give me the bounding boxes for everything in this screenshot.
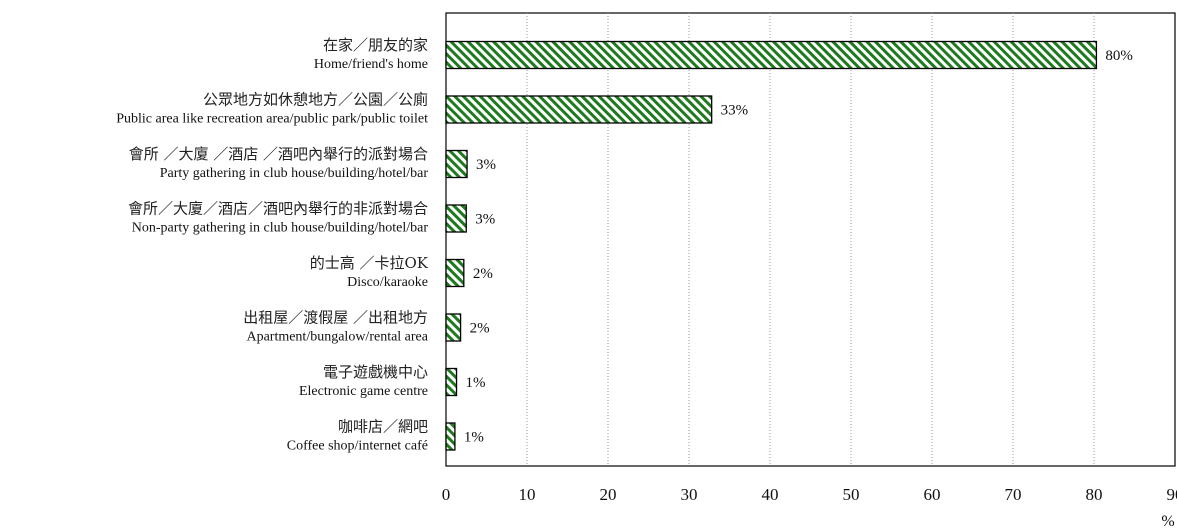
x-tick-label: 20 <box>600 485 617 504</box>
category-label-en: Party gathering in club house/building/h… <box>160 166 429 181</box>
category-label-en: Disco/karaoke <box>347 275 428 290</box>
bars <box>445 40 1098 451</box>
data-label: 3% <box>476 157 496 173</box>
bar <box>445 95 713 124</box>
category-label-en: Home/friend's home <box>314 57 428 72</box>
data-label: 2% <box>470 321 490 337</box>
data-label: 2% <box>473 266 493 282</box>
data-label: 80% <box>1105 48 1133 64</box>
plot-frame <box>445 12 1176 467</box>
category-label-en: Electronic game centre <box>299 384 428 399</box>
x-axis-ticks: 0 10 20 30 40 50 60 70 80 90 <box>442 485 1177 504</box>
x-tick-label: 0 <box>442 485 451 504</box>
data-label: 33% <box>721 103 749 119</box>
category-label-en: Non-party gathering in club house/buildi… <box>132 221 429 236</box>
gridlines <box>526 13 1095 466</box>
category-label-zh: 出租屋／渡假屋 ／出租地方 <box>243 309 428 327</box>
category-label-zh: 電子遊戲機中心 <box>323 363 428 381</box>
bar <box>445 258 465 288</box>
bar <box>445 40 1098 70</box>
category-label-en: Coffee shop/internet café <box>287 439 428 454</box>
x-tick-label: 40 <box>762 485 779 504</box>
category-label-zh: 會所 ／大廈 ／酒店 ／酒吧內舉行的派對場合 <box>129 145 428 163</box>
category-label-zh: 公眾地方如休憩地方／公園／公廁 <box>203 91 428 109</box>
x-tick-label: 90 <box>1167 485 1177 504</box>
data-label: 1% <box>466 375 486 391</box>
bar <box>445 149 468 179</box>
x-tick-label: 30 <box>681 485 698 504</box>
data-label: 1% <box>464 430 484 446</box>
bar <box>445 422 456 451</box>
x-tick-label: 10 <box>519 485 536 504</box>
x-axis-unit: % <box>1161 513 1174 530</box>
x-tick-label: 70 <box>1005 485 1022 504</box>
x-tick-label: 60 <box>924 485 941 504</box>
data-labels: 80% 33% 3% 3% 2% 2% 1% 1% <box>464 48 1133 446</box>
category-label-zh: 咖啡店／網吧 <box>338 418 428 436</box>
category-label-en: Apartment/bungalow/rental area <box>246 330 428 345</box>
category-label-zh: 會所／大廈／酒店／酒吧內舉行的非派對場合 <box>128 200 428 218</box>
category-label-zh: 在家／朋友的家 <box>323 36 428 54</box>
bar <box>445 204 467 233</box>
bar <box>445 313 462 342</box>
x-tick-label: 50 <box>843 485 860 504</box>
category-labels: 在家／朋友的家 Home/friend's home 公眾地方如休憩地方／公園／公廁… <box>116 36 429 454</box>
x-tick-label: 80 <box>1086 485 1103 504</box>
category-label-zh: 的士高 ／卡拉OK <box>310 254 429 272</box>
data-label: 3% <box>475 212 495 228</box>
bar <box>445 367 458 397</box>
category-label-en: Public area like recreation area/public … <box>116 112 428 127</box>
